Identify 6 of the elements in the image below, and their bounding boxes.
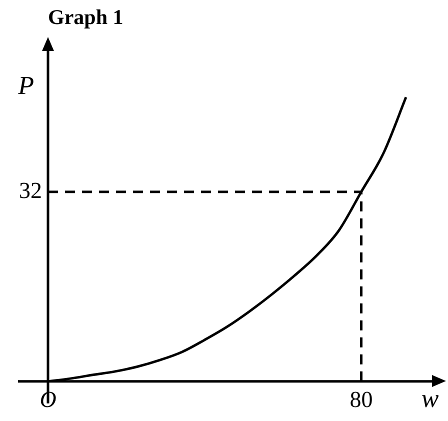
x-axis-title: w xyxy=(421,384,440,414)
x-tick-label: O xyxy=(40,387,57,412)
x-tick-label: 80 xyxy=(350,387,373,412)
y-axis-title: P xyxy=(17,71,34,100)
chart-title: Graph 1 xyxy=(48,5,124,30)
annotation: 32 xyxy=(19,178,42,203)
